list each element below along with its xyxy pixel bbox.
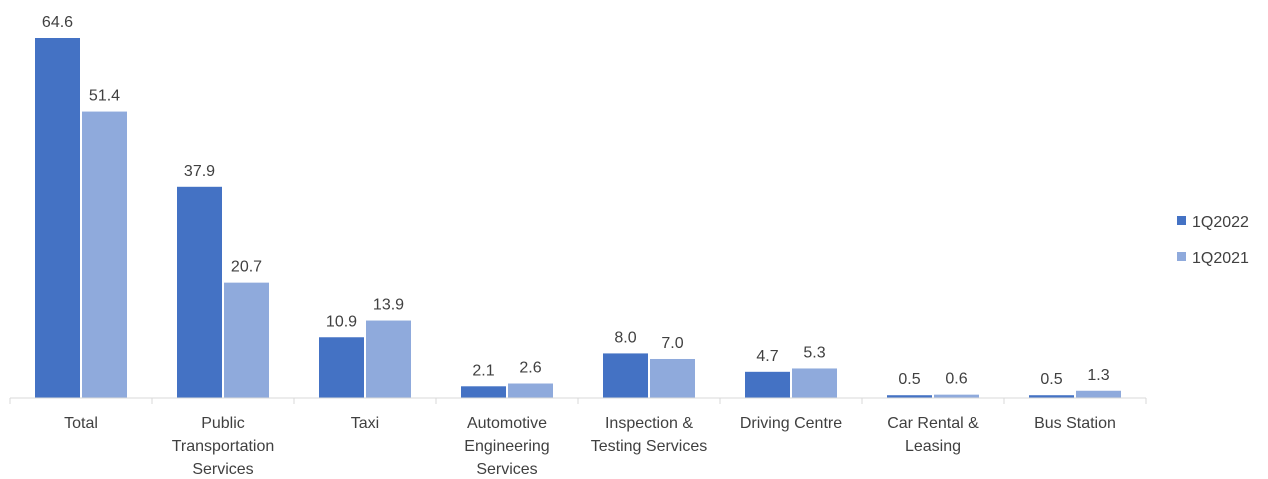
category-label-car-rental-leasing: Car Rental & Leasing bbox=[887, 415, 979, 455]
bar-1q2021-car-rental-leasing bbox=[934, 394, 979, 398]
data-label-1q2022-car-rental-leasing: 0.5 bbox=[898, 371, 920, 388]
category-label-line: Driving Centre bbox=[740, 415, 842, 432]
bar-1q2021-total bbox=[82, 111, 127, 399]
data-label-1q2021-total: 51.4 bbox=[89, 88, 120, 105]
data-label-1q2021-automotive-engineering-services: 2.6 bbox=[519, 360, 541, 377]
category-label-line: Services bbox=[476, 461, 537, 478]
x-axis-labels: Total Public Transportation Services Taxi Aut… bbox=[64, 415, 1116, 478]
category-label-line: Testing Services bbox=[591, 438, 708, 455]
data-label-1q2021-inspection-testing-services: 7.0 bbox=[661, 335, 683, 352]
data-label-1q2021-driving-centre: 5.3 bbox=[803, 344, 825, 361]
category-label-total: Total bbox=[64, 415, 98, 432]
bars-layer: 64.6 51.4 37.9 20.7 10.9 13.9 2.1 2.6 8.0 7.0 4.7 5… bbox=[35, 14, 1121, 399]
category-label-inspection-testing-services: Inspection & Testing Services bbox=[591, 415, 708, 455]
category-label-automotive-engineering-services: Automotive Engineering Services bbox=[464, 415, 549, 478]
legend-label-1q2022: 1Q2022 bbox=[1192, 214, 1249, 231]
category-label-line: Inspection & bbox=[605, 415, 693, 432]
category-label-driving-centre: Driving Centre bbox=[740, 415, 842, 432]
data-label-1q2022-total: 64.6 bbox=[42, 14, 73, 31]
bar-1q2022-inspection-testing-services bbox=[603, 353, 648, 398]
category-label-line: Automotive bbox=[467, 415, 547, 432]
data-label-1q2022-driving-centre: 4.7 bbox=[756, 348, 778, 365]
category-label-line: Services bbox=[192, 461, 253, 478]
bar-1q2022-taxi bbox=[319, 337, 364, 398]
bar-1q2022-total bbox=[35, 38, 80, 398]
category-label-bus-station: Bus Station bbox=[1034, 415, 1116, 432]
bar-1q2022-automotive-engineering-services bbox=[461, 386, 506, 398]
data-label-1q2022-automotive-engineering-services: 2.1 bbox=[472, 362, 494, 379]
bar-1q2021-automotive-engineering-services bbox=[508, 383, 553, 398]
data-label-1q2021-taxi: 13.9 bbox=[373, 297, 404, 314]
category-label-line: Transportation bbox=[172, 438, 275, 455]
category-label-line: Taxi bbox=[351, 415, 379, 432]
bar-1q2021-public-transportation-services bbox=[224, 282, 269, 398]
bar-1q2021-driving-centre bbox=[792, 368, 837, 398]
bar-1q2022-bus-station bbox=[1029, 395, 1074, 398]
bar-1q2022-public-transportation-services bbox=[177, 186, 222, 398]
bar-1q2021-bus-station bbox=[1076, 390, 1121, 398]
category-label-public-transportation-services: Public Transportation Services bbox=[172, 415, 275, 478]
data-label-1q2022-taxi: 10.9 bbox=[326, 313, 357, 330]
category-label-line: Total bbox=[64, 415, 98, 432]
legend-swatch-1q2022 bbox=[1177, 216, 1186, 225]
category-label-taxi: Taxi bbox=[351, 415, 379, 432]
category-label-line: Leasing bbox=[905, 438, 961, 455]
data-label-1q2021-car-rental-leasing: 0.6 bbox=[945, 371, 967, 388]
data-label-1q2021-bus-station: 1.3 bbox=[1087, 367, 1109, 384]
bar-1q2022-car-rental-leasing bbox=[887, 395, 932, 398]
category-label-line: Bus Station bbox=[1034, 415, 1116, 432]
category-label-line: Car Rental & bbox=[887, 415, 979, 432]
data-label-1q2022-inspection-testing-services: 8.0 bbox=[614, 329, 636, 346]
data-label-1q2022-bus-station: 0.5 bbox=[1040, 371, 1062, 388]
category-label-line: Engineering bbox=[464, 438, 549, 455]
data-label-1q2022-public-transportation-services: 37.9 bbox=[184, 163, 215, 180]
bar-1q2021-inspection-testing-services bbox=[650, 358, 695, 398]
data-label-1q2021-public-transportation-services: 20.7 bbox=[231, 259, 262, 276]
legend-swatch-1q2021 bbox=[1177, 252, 1186, 261]
bar-1q2021-taxi bbox=[366, 320, 411, 398]
category-label-line: Public bbox=[201, 415, 245, 432]
legend: 1Q2022 1Q2021 bbox=[1177, 214, 1249, 267]
x-axis-ticks bbox=[9, 398, 1147, 404]
legend-label-1q2021: 1Q2021 bbox=[1192, 250, 1249, 267]
bar-1q2022-driving-centre bbox=[745, 371, 790, 398]
